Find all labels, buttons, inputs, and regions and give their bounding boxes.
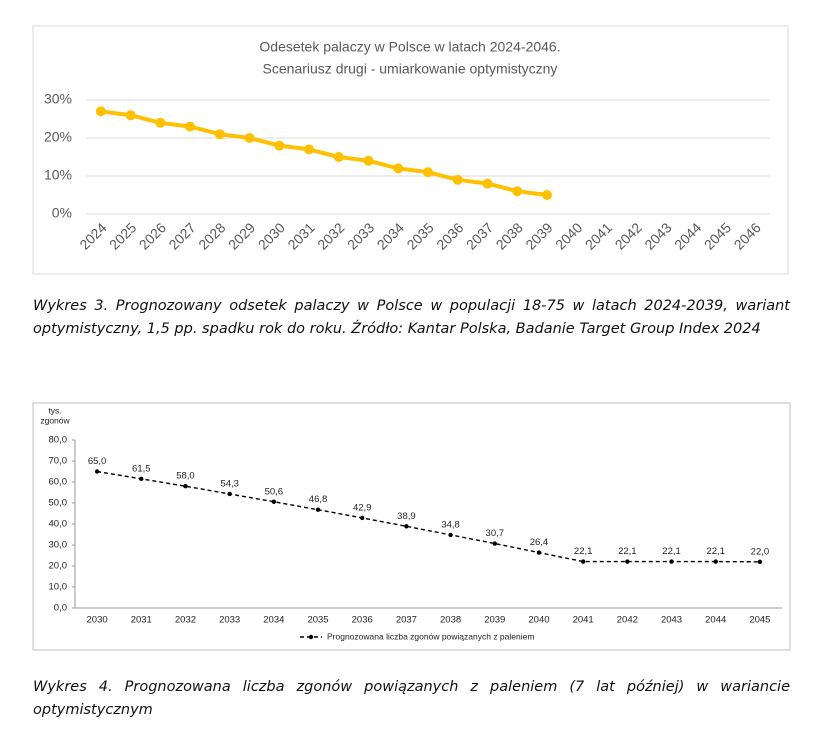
y-tick-label: 60,0 [49,477,68,488]
chart-title: Odesetek palaczy w Polsce w latach 2024-… [259,39,560,55]
data-label: 26,4 [530,537,549,548]
y-tick-label: 0,0 [54,603,67,614]
x-tick-label: 2038 [440,615,461,626]
marker [448,532,453,538]
y-tick-label: 50,0 [49,498,68,509]
marker [404,524,409,529]
data-label: 54,3 [220,478,239,489]
line [96,470,760,563]
marker [214,129,225,140]
x-tick-label: 2039 [484,615,505,626]
data-label: 34,8 [441,519,460,530]
data-label: 22,0 [751,546,770,557]
x-tick-label: 2044 [705,615,726,626]
y-tick-label: 80,0 [49,435,68,446]
x-tick-label: 2034 [263,615,284,626]
marker [492,541,497,546]
marker [227,491,232,497]
marker [669,559,674,564]
marker [536,550,542,555]
data-label: 61,5 [132,463,151,474]
marker [155,117,166,128]
marker [360,515,365,521]
data-label: 30,7 [486,528,505,539]
x-tick-label: 2041 [573,615,594,626]
x-tick-label: 2032 [175,615,196,626]
marker [713,559,718,564]
x-tick-label: 2042 [617,615,638,626]
marker [423,167,433,178]
marker [393,163,404,174]
marker [363,155,374,166]
data-label: 65,0 [88,456,107,467]
marker [125,110,136,121]
marker [512,186,523,197]
marker [482,178,493,189]
marker [274,140,285,151]
data-label: 50,6 [265,486,284,497]
marker [185,121,196,132]
x-tick-label: 2036 [352,615,373,626]
data-label: 58,0 [176,471,195,482]
data-label: 22,1 [574,546,593,557]
caption: Wykres 4. Prognozowana liczba zgonów pow… [33,679,790,718]
marker [315,507,321,512]
chart-frame [32,25,789,275]
x-tick-label: 2040 [528,615,549,626]
y-tick-label: 20,0 [49,561,68,572]
marker [625,559,630,564]
y-tick-label: 20% [44,129,72,145]
x-tick-label: 2030 [87,615,108,626]
x-tick-label: 2037 [396,615,417,626]
x-tick-label: 2033 [219,615,240,626]
y-axis-label: zgonów [40,415,70,425]
x-tick-label: 2031 [131,615,152,626]
y-tick-label: 10% [44,167,72,183]
x-tick-label: 2045 [749,615,770,626]
marker [139,476,144,482]
marker [541,190,552,200]
legend-label: Prognozowana liczba zgonów powiązanych z… [327,631,534,641]
data-label: 22,1 [618,546,637,557]
x-tick-label: 2043 [661,615,682,626]
y-tick-label: 10,0 [49,582,68,593]
y-tick-label: 30,0 [49,540,68,551]
marker [333,152,344,162]
legend-marker [308,634,314,640]
y-tick-label: 40,0 [49,519,68,530]
data-label: 38,9 [397,511,416,522]
y-tick-label: 30% [44,91,72,107]
data-label: 22,1 [706,546,725,557]
data-label: 22,1 [662,546,681,557]
chart-title: Scenariusz drugi - umiarkowanie optymist… [263,61,558,77]
y-axis-label: tys. [48,405,61,415]
data-label: 42,9 [353,502,372,513]
marker [244,133,255,143]
marker [580,559,586,564]
marker [304,144,315,155]
y-tick-label: 0% [52,205,72,221]
chart-frame [32,402,791,651]
x-tick-label: 2035 [307,615,328,626]
caption: Wykres 3. Prognozowany odsetek palaczy w… [33,298,790,337]
marker [95,106,106,117]
data-label: 46,8 [309,494,328,505]
marker [94,469,100,474]
marker [452,174,463,185]
marker [271,499,277,504]
y-tick-label: 70,0 [49,456,68,467]
marker [757,559,763,564]
line [100,109,548,197]
marker [183,484,188,489]
